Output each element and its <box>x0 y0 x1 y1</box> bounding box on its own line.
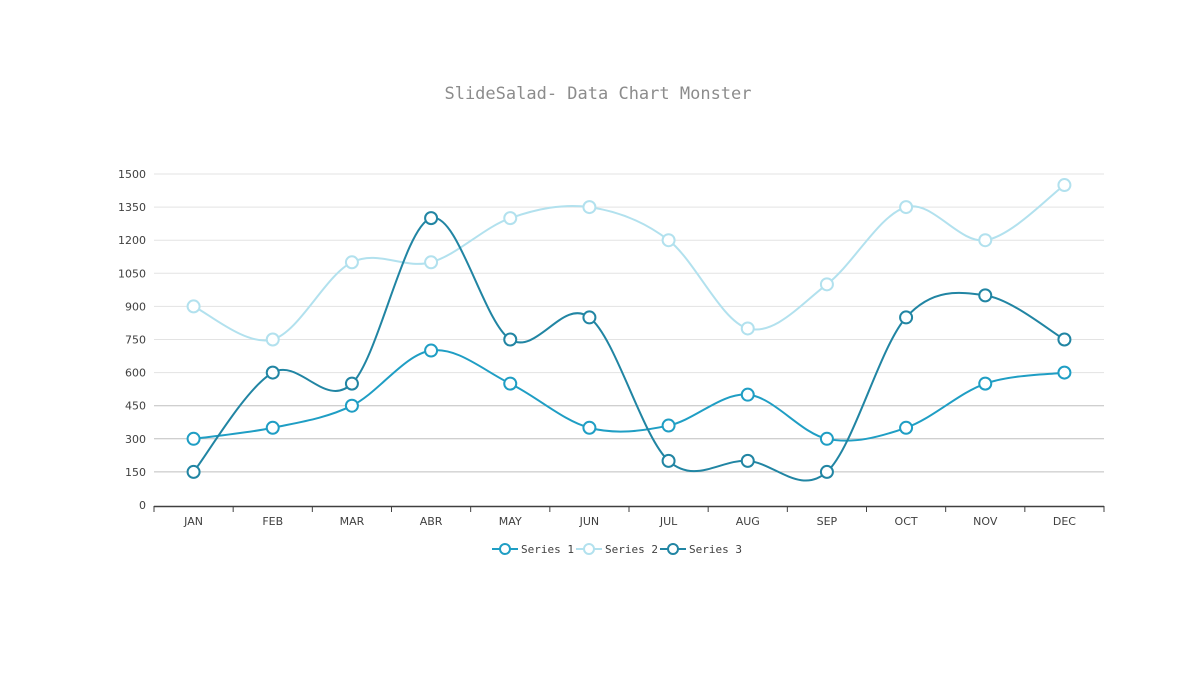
legend-swatch-marker <box>667 543 679 555</box>
series-2-point <box>978 233 993 248</box>
legend-label: Series 2 <box>605 543 658 556</box>
legend-item: Series 2 <box>576 543 658 556</box>
series-3-point <box>582 310 597 325</box>
series-3-point <box>740 453 755 468</box>
series-3-point <box>899 310 914 325</box>
y-tick-label: 750 <box>125 334 146 347</box>
y-tick-label: 600 <box>125 367 146 380</box>
y-tick-label: 1200 <box>118 234 146 247</box>
y-tick-label: 1350 <box>118 201 146 214</box>
series-1-point <box>661 418 676 433</box>
x-tick-label: JUN <box>579 515 600 528</box>
series-1-point <box>582 420 597 435</box>
series-3-point <box>503 332 518 347</box>
legend-label: Series 3 <box>689 543 742 556</box>
series-3-point <box>1057 332 1072 347</box>
x-tick-label: NOV <box>973 515 998 528</box>
x-tick-label: MAR <box>340 515 365 528</box>
y-tick-label: 450 <box>125 400 146 413</box>
series-1-point <box>503 376 518 391</box>
series-3-point <box>265 365 280 380</box>
series-2-point <box>582 200 597 215</box>
x-tick-label: ABR <box>420 515 443 528</box>
legend-item: Series 3 <box>660 543 742 556</box>
series-layer <box>186 178 1072 482</box>
series-1-point <box>424 343 439 358</box>
series-3-point <box>819 464 834 479</box>
series-3-point <box>424 211 439 226</box>
series-line-2 <box>193 184 1065 342</box>
x-tick-label: JAN <box>183 515 203 528</box>
legend-label: Series 1 <box>521 543 574 556</box>
series-2-point <box>503 211 518 226</box>
x-tick-label: AUG <box>736 515 760 528</box>
series-2-point <box>186 299 201 314</box>
x-tick-label: MAY <box>499 515 522 528</box>
legend: Series 1 Series 2 Series 3 <box>492 543 742 556</box>
y-tick-label: 0 <box>139 499 146 512</box>
chart-title: SlideSalad- Data Chart Monster <box>444 84 751 104</box>
series-3-point <box>978 288 993 303</box>
series-2-point <box>740 321 755 336</box>
series-1-point <box>899 420 914 435</box>
y-tick-label: 150 <box>125 466 146 479</box>
series-2-point <box>899 200 914 215</box>
series-1-point <box>819 431 834 446</box>
series-1-point <box>186 431 201 446</box>
x-tick-label: JUL <box>659 515 678 528</box>
y-tick-label: 1500 <box>118 168 146 181</box>
x-tick-label: OCT <box>895 515 918 528</box>
series-line-3 <box>192 217 1065 482</box>
legend-item: Series 1 <box>492 543 574 556</box>
x-tick-label: DEC <box>1053 515 1076 528</box>
series-2-point <box>344 255 359 270</box>
y-tick-label: 1050 <box>118 267 146 280</box>
axes: 0 150 300 450 600 750 900 1050 1200 1350 1500 JAN FE… <box>118 168 1105 528</box>
series-1-point <box>740 387 755 402</box>
series-2-point <box>819 277 834 292</box>
series-1-point <box>978 376 993 391</box>
series-3-point <box>186 464 201 479</box>
series-3-point <box>344 376 359 391</box>
series-line-1 <box>193 349 1065 442</box>
series-3-point <box>661 453 676 468</box>
series-1-point <box>344 398 359 413</box>
series-2-point <box>661 233 676 248</box>
series-2-point <box>1057 178 1072 193</box>
series-2-point <box>424 255 439 270</box>
series-1-point <box>265 420 280 435</box>
x-tick-label: SEP <box>817 515 838 528</box>
x-tick-label: FEB <box>262 515 283 528</box>
gridlines <box>154 173 1104 473</box>
legend-swatch-marker <box>583 543 595 555</box>
y-tick-label: 300 <box>125 433 146 446</box>
y-tick-label: 900 <box>125 300 146 313</box>
legend-swatch-marker <box>499 543 511 555</box>
series-2-point <box>265 332 280 347</box>
series-1-point <box>1057 365 1072 380</box>
